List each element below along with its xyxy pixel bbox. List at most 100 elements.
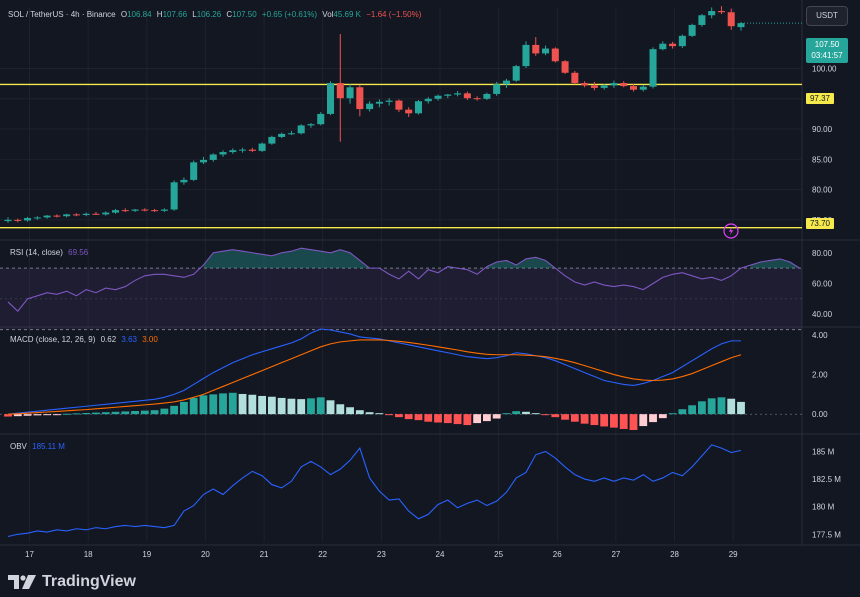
low-label: L <box>192 10 197 19</box>
macd-histogram-bar <box>307 398 315 415</box>
macd-histogram-bar <box>258 395 267 415</box>
rsi-value: 69.56 <box>68 248 89 257</box>
macd-histogram-bar <box>248 394 257 415</box>
candle-body <box>356 87 364 110</box>
candle-body <box>307 124 315 126</box>
candle-body <box>170 182 178 210</box>
candle-body <box>473 98 481 100</box>
macd-histogram-bar <box>385 414 394 416</box>
macd-histogram-bar <box>219 393 227 415</box>
macd-histogram-bar <box>600 414 609 427</box>
macd-histogram-bar <box>707 398 716 415</box>
obv-legend: OBV 185.11 M <box>10 442 68 452</box>
candle-body <box>43 215 51 218</box>
macd-histogram-value: 0.62 <box>100 335 117 344</box>
macd-histogram-bar <box>688 405 697 415</box>
time-tick-label: 18 <box>84 550 93 559</box>
time-tick-label: 24 <box>436 550 445 559</box>
macd-histogram-bar <box>23 414 32 416</box>
macd-histogram-bar <box>727 398 736 415</box>
macd-histogram-bar <box>531 413 540 415</box>
time-tick-label: 26 <box>553 550 562 559</box>
macd-line-value: 3.63 <box>121 335 137 344</box>
time-tick-label: 23 <box>377 550 386 559</box>
candle-body <box>610 83 618 86</box>
macd-histogram-bar <box>482 414 491 422</box>
candle-body <box>151 210 159 212</box>
rsi-legend: RSI (14, close) 69.56 <box>10 248 91 258</box>
candle-body <box>424 98 432 102</box>
candle-body <box>571 72 579 84</box>
macd-histogram-bar <box>502 413 511 415</box>
obv-line <box>7 444 742 538</box>
footer-bar <box>0 566 860 597</box>
candle-body <box>581 83 589 86</box>
time-tick-label: 17 <box>25 550 34 559</box>
macd-signal-value: 3.00 <box>142 335 158 344</box>
rsi-tick-label: 40.00 <box>812 310 833 319</box>
macd-histogram-bar <box>199 395 208 415</box>
macd-histogram-bar <box>375 413 384 415</box>
rsi-pane <box>0 247 802 331</box>
candle-body <box>268 136 276 144</box>
candle-body <box>239 149 247 151</box>
macd-histogram-bar <box>395 414 403 418</box>
alert-marker <box>723 223 739 239</box>
obv-value: 185.11 M <box>32 442 65 451</box>
currency-button[interactable]: USDT <box>806 6 848 26</box>
candle-body <box>141 209 149 211</box>
candle-body <box>678 35 686 47</box>
macd-histogram-bar <box>473 414 482 424</box>
macd-histogram-bar <box>170 405 179 415</box>
rsi-label[interactable]: RSI (14, close) <box>10 248 63 257</box>
candle-body <box>4 219 12 222</box>
macd-histogram-bar <box>551 414 560 418</box>
obv-tick-label: 180 M <box>812 503 835 512</box>
macd-histogram-bar <box>72 413 81 415</box>
candle-body <box>561 61 569 73</box>
obv-tick-label: 177.5 M <box>812 530 841 539</box>
macd-histogram-bar <box>561 414 569 420</box>
macd-label[interactable]: MACD (close, 12, 26, 9) <box>10 335 96 344</box>
macd-histogram-bar <box>180 401 188 415</box>
macd-histogram-bar <box>414 414 423 421</box>
macd-histogram-bar <box>101 412 110 415</box>
candle-body <box>258 143 266 151</box>
candlestick-pane <box>0 6 802 229</box>
close-value: 107.50 <box>232 10 257 19</box>
candle-body <box>629 86 638 90</box>
candle-body <box>131 209 139 211</box>
alert-circle[interactable] <box>723 223 739 239</box>
macd-histogram-bar <box>209 394 218 415</box>
tradingview-logo[interactable]: TradingView <box>8 573 136 591</box>
candle-body <box>72 214 80 216</box>
high-label: H <box>156 10 163 19</box>
price-tick-label: 100.00 <box>812 65 837 74</box>
macd-pane <box>0 328 802 431</box>
macd-histogram-bar <box>649 414 657 423</box>
close-label: C <box>226 10 233 19</box>
candle-body <box>209 154 217 160</box>
time-tick-label: 28 <box>670 550 679 559</box>
change-value: +0.65 (+0.61%) <box>261 10 318 19</box>
candle-body <box>366 103 374 110</box>
symbol-title[interactable]: SOL / TetherUS · 4h · Binance <box>8 10 116 19</box>
candle-body <box>63 214 71 217</box>
macd-histogram-bar <box>453 414 462 425</box>
volume-value: 45.69 K <box>333 10 361 19</box>
obv-label[interactable]: OBV <box>10 442 27 451</box>
candle-body <box>53 215 61 217</box>
candle-body <box>512 66 520 81</box>
candle-body <box>522 44 530 67</box>
candle-body <box>414 101 422 114</box>
macd-histogram-bar <box>326 400 335 415</box>
pane-separators <box>0 0 860 546</box>
candle-body <box>483 93 491 99</box>
candle-body <box>190 162 198 180</box>
macd-signal-line <box>7 339 742 415</box>
macd-histogram-bar <box>13 414 22 417</box>
macd-histogram-bar <box>228 392 237 415</box>
macd-histogram-bar <box>277 397 286 415</box>
candle-body <box>375 101 383 104</box>
